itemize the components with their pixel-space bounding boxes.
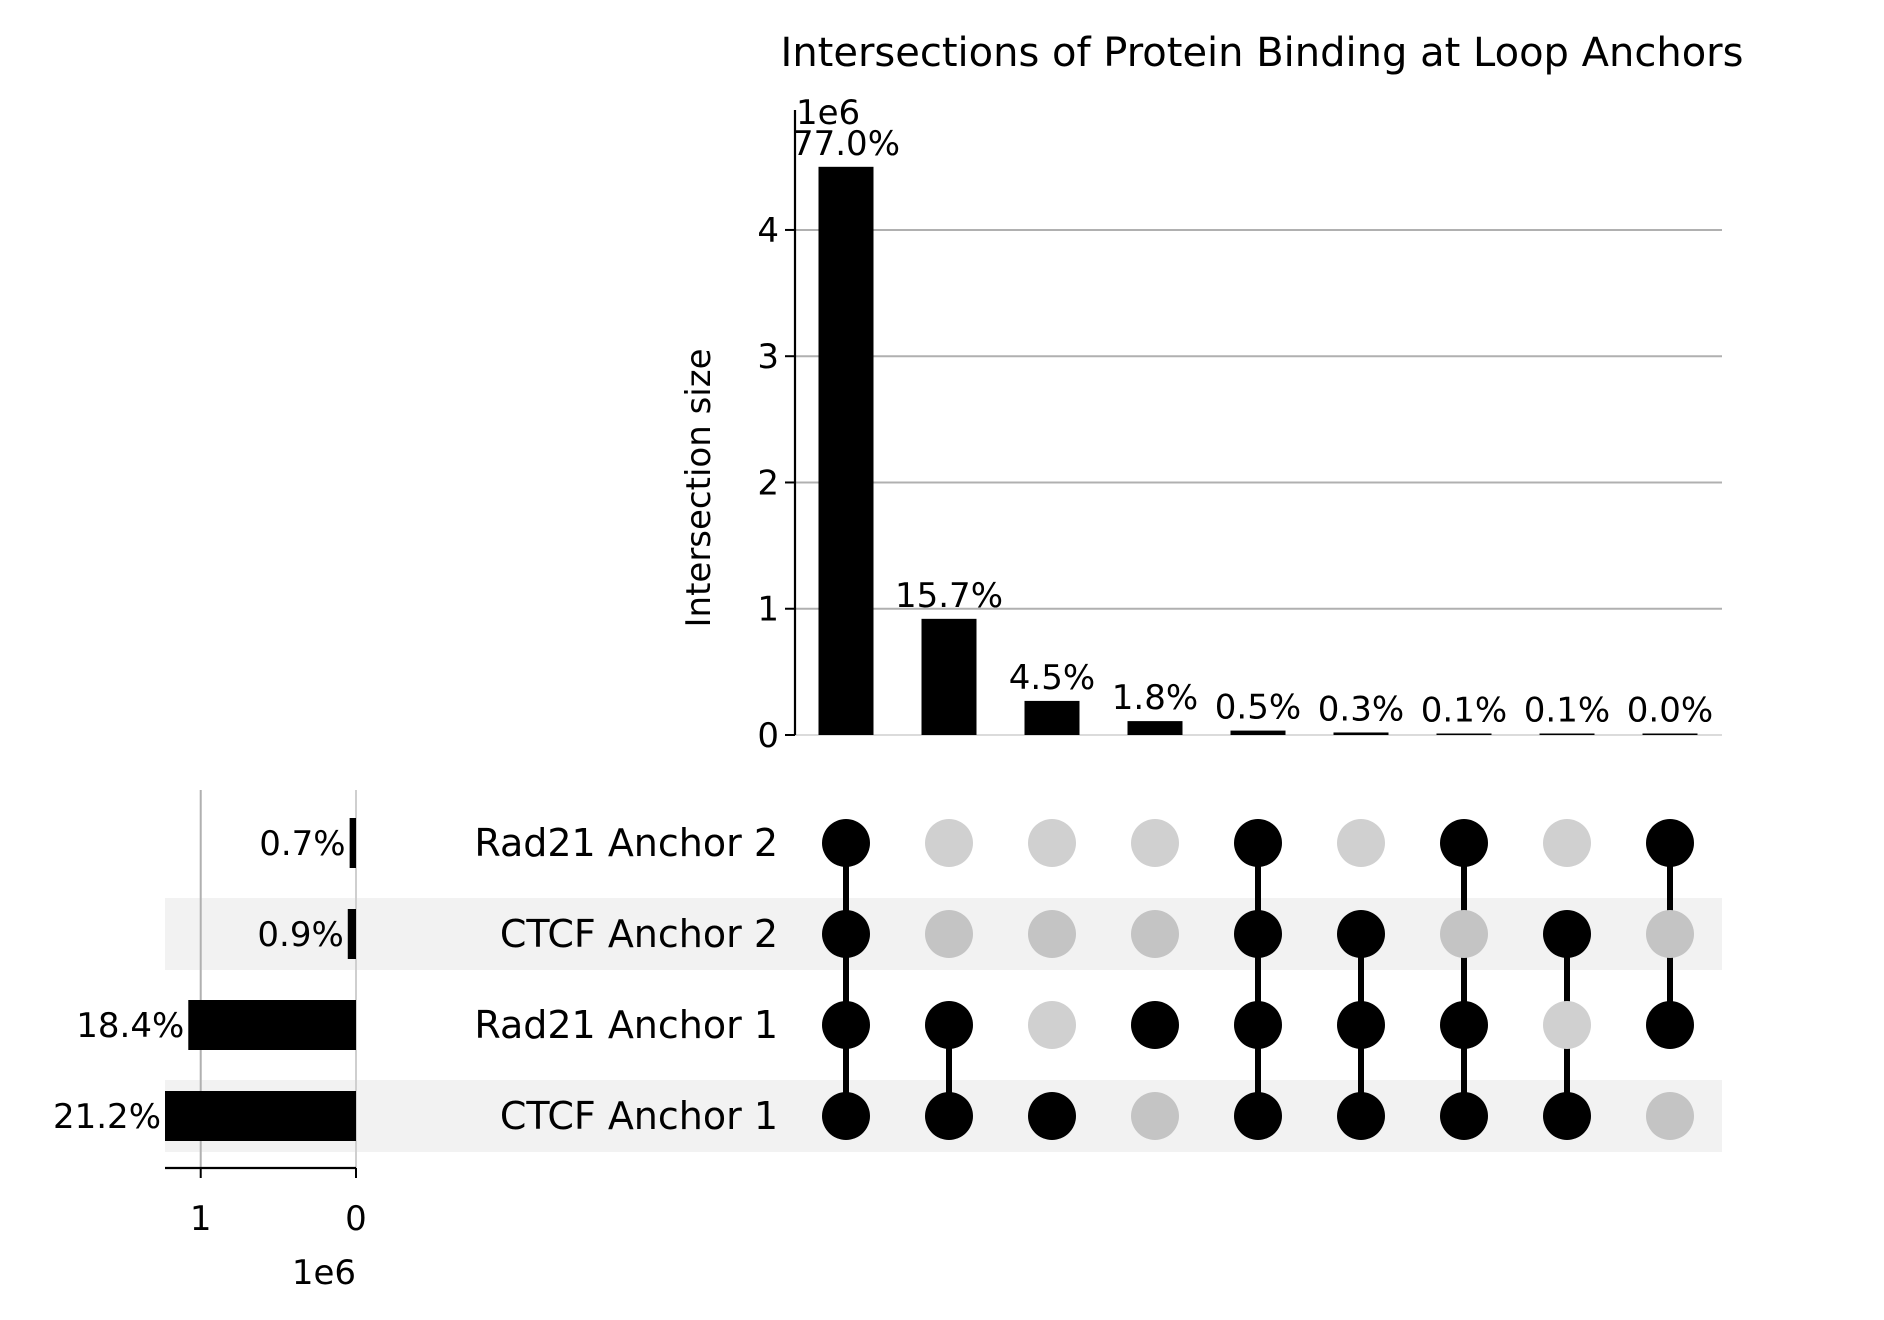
matrix-dot-inactive <box>1028 819 1076 867</box>
matrix-dot-active <box>1234 910 1282 958</box>
set-size-bar-label: 0.7% <box>259 824 345 864</box>
matrix-dot-inactive <box>1028 910 1076 958</box>
intersection-bar <box>1230 730 1286 735</box>
set-size-bar-label: 18.4% <box>76 1006 184 1046</box>
matrix-dot-active <box>1337 910 1385 958</box>
intersection-bar-label: 4.5% <box>1009 658 1095 698</box>
set-name-label: Rad21 Anchor 2 <box>474 821 778 865</box>
matrix-dot-active <box>925 1092 973 1140</box>
set-size-bar-label: 21.2% <box>53 1097 161 1137</box>
membership-matrix <box>822 819 1694 1140</box>
intersection-bar-label: 0.5% <box>1215 688 1301 728</box>
matrix-dot-inactive <box>1337 819 1385 867</box>
intersection-bar <box>1436 733 1492 735</box>
set-size-scale-label: 1e6 <box>292 1253 356 1293</box>
intersection-bar-label: 0.1% <box>1524 691 1610 731</box>
intersection-bar <box>1539 733 1595 735</box>
intersection-bar <box>1642 733 1698 735</box>
matrix-dot-active <box>1337 1001 1385 1049</box>
matrix-dot-active <box>1234 819 1282 867</box>
matrix-dot-inactive <box>1131 910 1179 958</box>
set-name-labels: Rad21 Anchor 2 CTCF Anchor 2 Rad21 Anchor … <box>474 821 778 1138</box>
set-size-bar <box>347 909 356 959</box>
intersection-bar-label: 0.3% <box>1318 689 1404 729</box>
set-size-bars: 0.7% 0.9% 18.4% 21.2% <box>53 790 357 1168</box>
matrix-dot-inactive <box>925 819 973 867</box>
y-tick-label: 2 <box>757 463 779 503</box>
y-tick-label: 0 <box>757 716 779 756</box>
matrix-dot-active <box>1646 819 1694 867</box>
matrix-dot-active <box>822 910 870 958</box>
set-name-label: CTCF Anchor 2 <box>500 912 778 956</box>
set-size-bar-label: 0.9% <box>257 915 343 955</box>
matrix-dot-active <box>925 1001 973 1049</box>
matrix-dot-active <box>1337 1092 1385 1140</box>
y-axis-scale-label: 1e6 <box>796 93 860 133</box>
matrix-dot-active <box>1543 910 1591 958</box>
set-size-bar <box>188 1000 356 1050</box>
set-size-tick-label: 0 <box>345 1199 367 1239</box>
matrix-dot-active <box>1234 1001 1282 1049</box>
matrix-dot-inactive <box>1543 1001 1591 1049</box>
matrix-dot-inactive <box>1646 910 1694 958</box>
chart-title: Intersections of Protein Binding at Loop… <box>781 30 1744 76</box>
matrix-dot-active <box>1440 1092 1488 1140</box>
matrix-dot-inactive <box>1131 819 1179 867</box>
matrix-dot-inactive <box>1543 819 1591 867</box>
intersection-bar <box>1024 700 1080 735</box>
matrix-dot-inactive <box>1131 1092 1179 1140</box>
matrix-dot-active <box>1440 819 1488 867</box>
y-tick-label: 1 <box>757 590 779 630</box>
intersection-bar-label: 15.7% <box>895 576 1003 616</box>
matrix-dot-active <box>1646 1001 1694 1049</box>
matrix-dot-inactive <box>1028 1001 1076 1049</box>
intersection-bar <box>921 618 977 735</box>
matrix-dot-active <box>822 819 870 867</box>
set-size-axis: 1e6 1 0 <box>165 1166 367 1293</box>
intersection-bar <box>1333 732 1389 735</box>
matrix-dot-active <box>1131 1001 1179 1049</box>
set-size-bar <box>165 1091 356 1141</box>
matrix-dot-active <box>1234 1092 1282 1140</box>
set-name-label: Rad21 Anchor 1 <box>474 1003 778 1047</box>
matrix-dot-active <box>1543 1092 1591 1140</box>
intersection-bar <box>818 166 874 735</box>
set-size-bar <box>349 818 356 868</box>
intersection-bar-labels: 77.0% 15.7% 4.5% 1.8% 0.5% 0.3% 0.1% 0.1% 0.0% <box>792 124 1713 731</box>
set-name-label: CTCF Anchor 1 <box>500 1094 778 1138</box>
intersection-bar <box>1127 721 1183 735</box>
intersection-bar-label: 0.0% <box>1627 691 1713 731</box>
matrix-dot-active <box>1028 1092 1076 1140</box>
intersection-bar-label: 0.1% <box>1421 691 1507 731</box>
y-tick-label: 4 <box>757 211 779 251</box>
intersection-bars <box>818 166 1698 735</box>
y-axis-label: Intersection size <box>679 349 719 628</box>
intersection-bar-label: 77.0% <box>792 124 900 164</box>
intersection-y-axis: 1e6 Intersection size 0 1 2 3 4 <box>679 93 860 756</box>
intersection-bar-label: 1.8% <box>1112 678 1198 718</box>
matrix-dot-active <box>822 1092 870 1140</box>
y-tick-label: 3 <box>757 337 779 377</box>
matrix-dot-inactive <box>925 910 973 958</box>
matrix-dot-inactive <box>1646 1092 1694 1140</box>
matrix-dot-active <box>1440 1001 1488 1049</box>
matrix-dot-active <box>822 1001 870 1049</box>
matrix-dot-inactive <box>1440 910 1488 958</box>
set-size-tick-label: 1 <box>190 1199 212 1239</box>
